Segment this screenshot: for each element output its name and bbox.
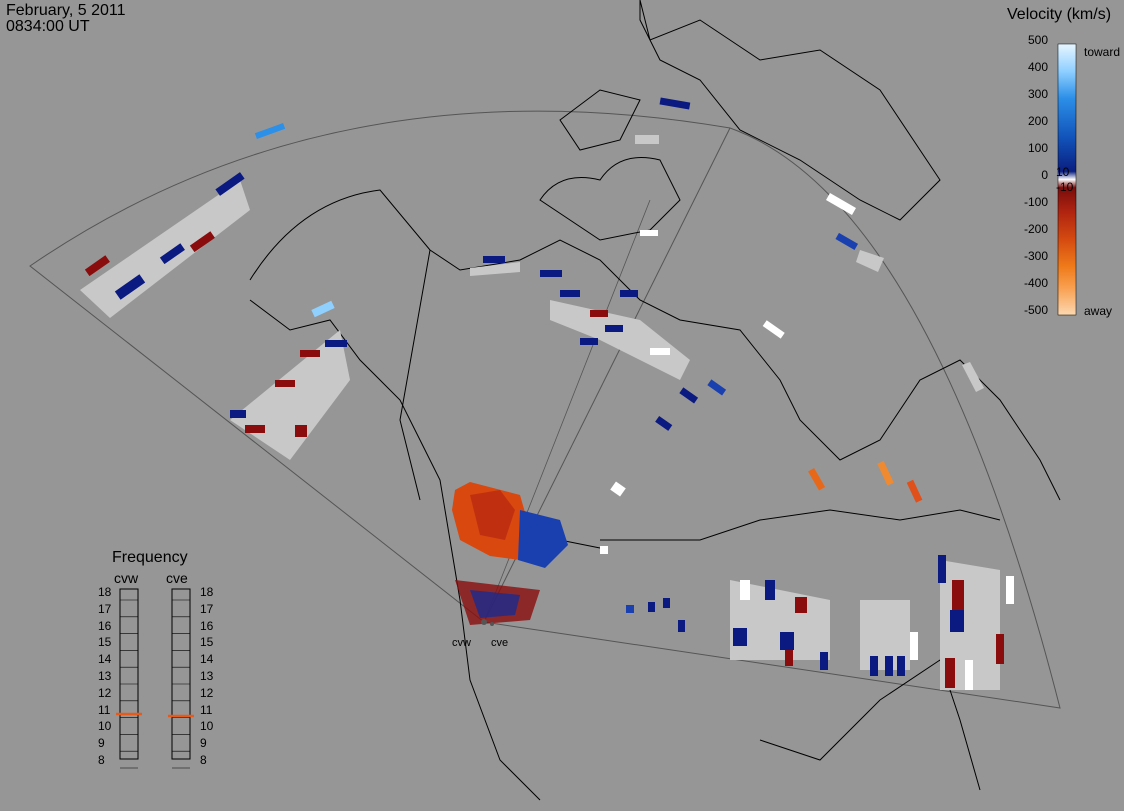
colorbar-tick-label: 200 (1027, 114, 1048, 128)
frequency-scale-label: 17 (98, 601, 112, 616)
frequency-scale-label: 11 (200, 702, 213, 717)
frequency-scale-label: 17 (200, 601, 214, 616)
colorbar-tick-label: 500 (1027, 33, 1048, 47)
frequency-scale-label: 10 (98, 719, 112, 734)
colorbar-tick-label: -400 (1023, 276, 1048, 290)
colorbar-tick-label: -100 (1023, 195, 1048, 209)
frequency-scale-label: 18 (98, 585, 112, 599)
plot-time: 0834:00 UT (6, 18, 90, 35)
frequency-scale-label: 12 (200, 685, 214, 700)
frequency-scale-label: 15 (98, 635, 112, 650)
frequency-scale-label: 16 (200, 618, 214, 633)
colorbar-tick-label: 10 (1056, 165, 1070, 179)
radar-site-label-cvw: cvw (452, 637, 471, 649)
frequency-scale-label: 18 (200, 585, 214, 599)
colorbar-tick-label: -200 (1023, 222, 1048, 236)
frequency-scale-cvw (116, 588, 142, 769)
colorbar-tick-label: -10 (1056, 180, 1074, 194)
frequency-scale-cve (168, 588, 194, 769)
colorbar-title: Velocity (km/s) (1007, 6, 1112, 23)
ground-scatter (80, 135, 1000, 690)
field-of-view-outline (29, 110, 1061, 709)
frequency-scale-label: 9 (200, 736, 207, 751)
radar-site-marker (490, 622, 494, 626)
frequency-scale-label: 10 (200, 719, 214, 734)
fov-divider-line (483, 199, 651, 623)
frequency-scale-label: 15 (200, 635, 214, 650)
colorbar-tick-label: 400 (1027, 60, 1048, 74)
frequency-scale-label: 13 (98, 669, 112, 683)
frequency-scale-label: 8 (200, 753, 207, 767)
frequency-scale-label: 13 (200, 669, 214, 683)
coastlines (249, 0, 1061, 801)
frequency-label-cvw: cvw (114, 570, 139, 586)
frequency-label-cve: cve (166, 570, 188, 586)
colorbar-tick-label: 300 (1027, 87, 1048, 101)
frequency-title: Frequency (112, 549, 188, 566)
frequency-scale-label: 16 (98, 618, 112, 633)
radar-site-label-cve: cve (491, 637, 509, 649)
colorbar-tick-label: 0 (1041, 168, 1048, 182)
colorbar-tick-label: 100 (1027, 141, 1048, 155)
plot-header: February, 5 2011 0834:00 UT (6, 3, 125, 35)
frequency-scale-label: 11 (98, 702, 111, 717)
frequency-scale-label: 12 (98, 685, 112, 700)
near-radar-patch (452, 482, 568, 625)
radar-site-marker (481, 619, 487, 625)
colorbar-toward-label: toward (1084, 45, 1121, 59)
velocity-vectors (84, 97, 1014, 690)
plot-date: February, 5 2011 (6, 2, 126, 19)
colorbar-tick-label: -300 (1023, 249, 1048, 263)
frequency-scale-label: 9 (98, 736, 105, 751)
frequency-scale-label: 14 (98, 652, 112, 667)
colorbar-tick-label: -500 (1023, 303, 1048, 317)
frequency-scale-label: 8 (98, 753, 105, 767)
velocity-colorbar (1057, 43, 1077, 316)
frequency-scale-label: 14 (200, 652, 214, 667)
colorbar-away-label: away (1084, 304, 1113, 318)
